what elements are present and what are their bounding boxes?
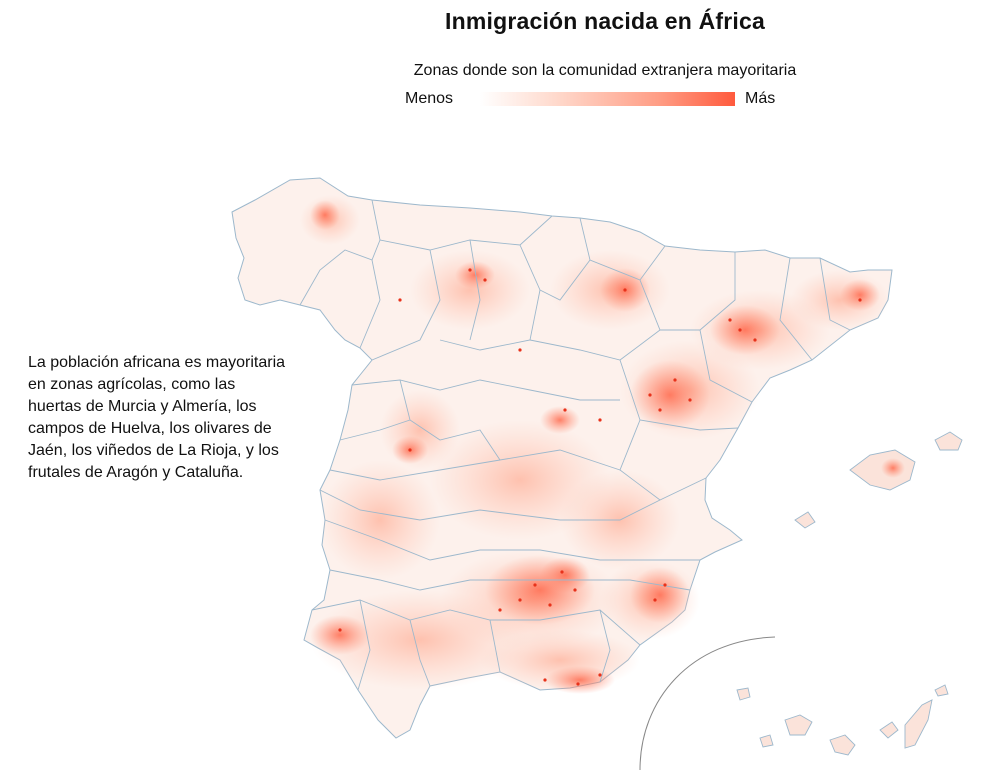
canary-islands-inset — [639, 636, 949, 771]
map-annotation: La población africana es mayoritaria en … — [28, 354, 286, 481]
province-borders — [299, 199, 851, 691]
legend-high-label: Más — [745, 90, 776, 107]
legend-low-label: Menos — [405, 90, 454, 107]
legend-color-scale — [480, 92, 735, 106]
balearic-islands — [794, 431, 963, 529]
map-title: Inmigración nacida en África — [444, 8, 766, 34]
legend-subtitle: Zonas donde son la comunidad extranjera … — [413, 62, 797, 79]
point-dots — [338, 268, 862, 686]
